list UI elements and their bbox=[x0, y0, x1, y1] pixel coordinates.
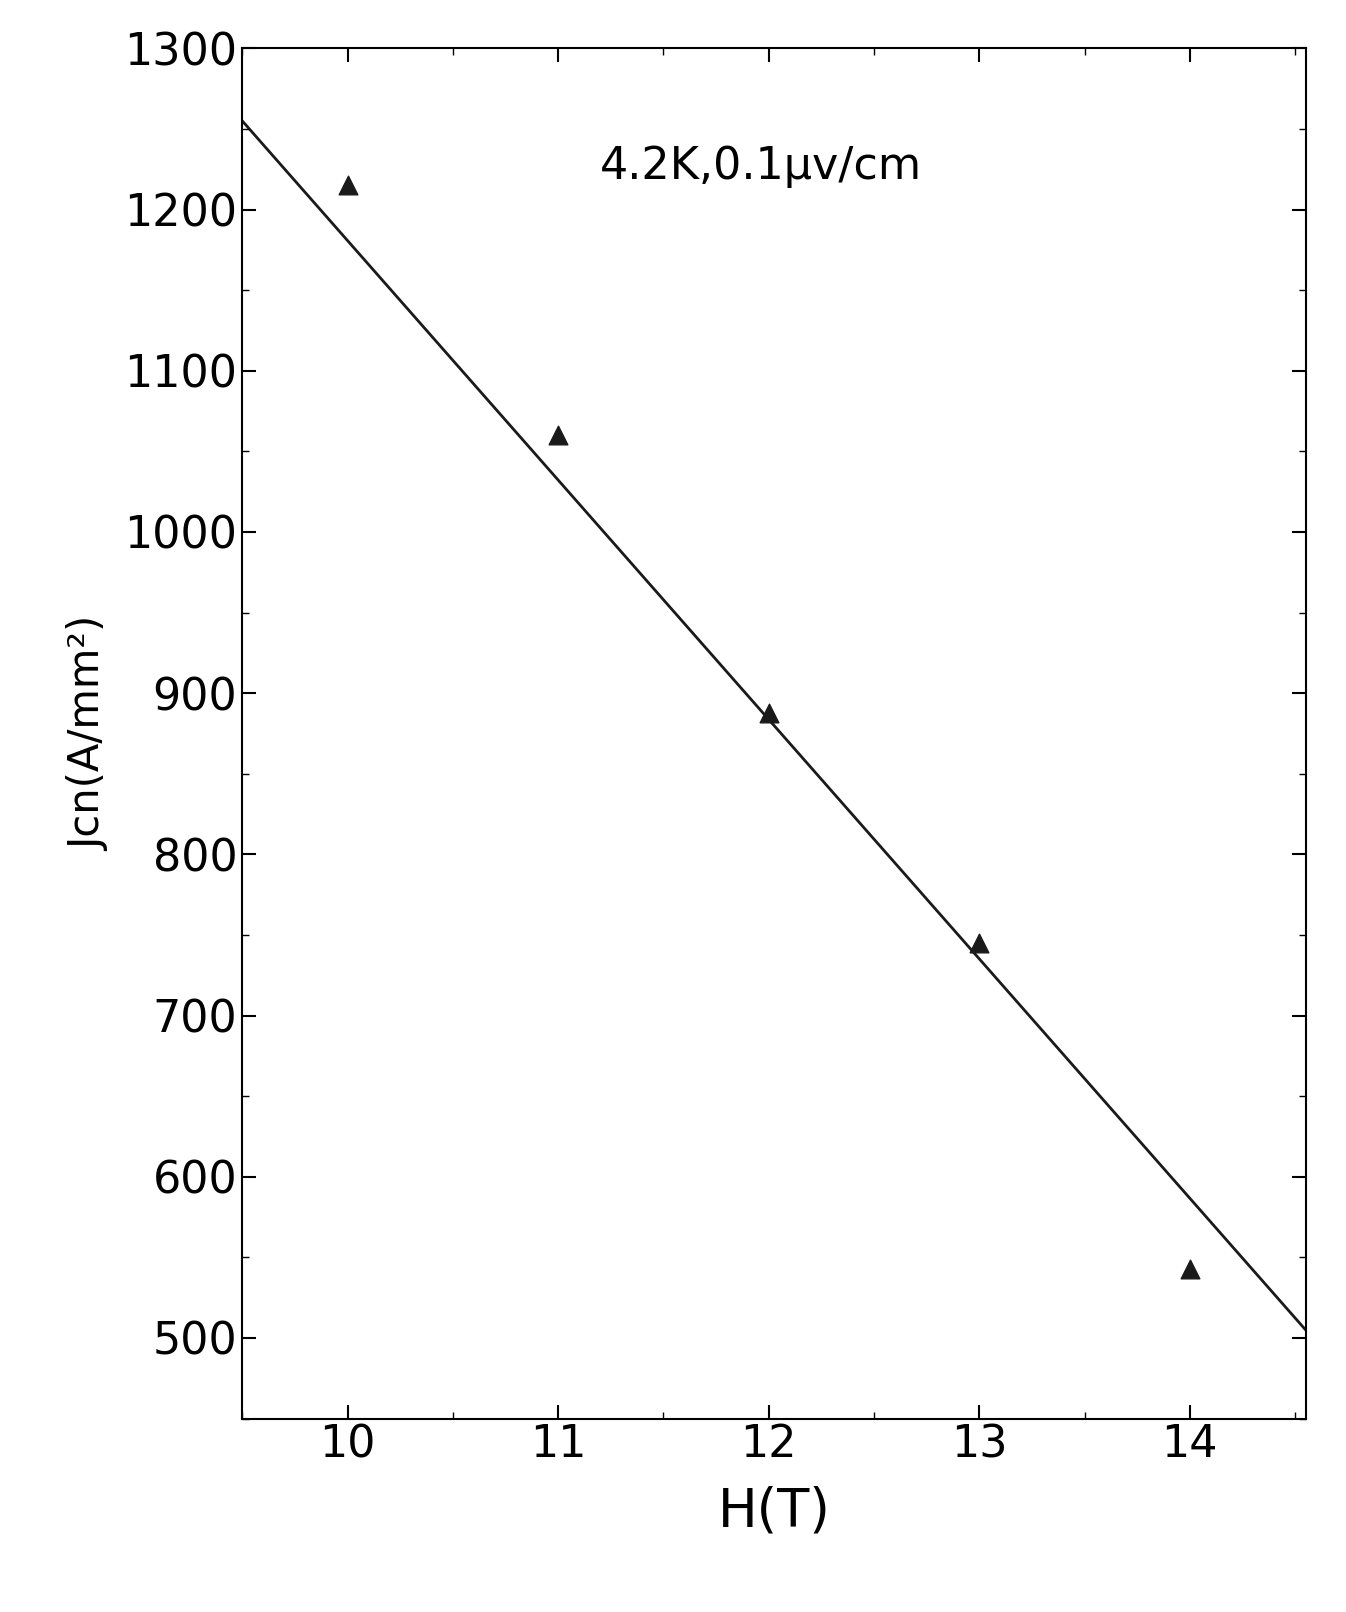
Point bbox=[336, 172, 358, 198]
Y-axis label: Jcn(A/mm²): Jcn(A/mm²) bbox=[69, 616, 110, 851]
Point bbox=[969, 930, 991, 956]
Point bbox=[548, 422, 569, 448]
Point bbox=[758, 700, 779, 725]
Point bbox=[1179, 1256, 1201, 1282]
X-axis label: H(T): H(T) bbox=[717, 1486, 830, 1538]
Text: 4.2K,0.1μv/cm: 4.2K,0.1μv/cm bbox=[600, 145, 922, 189]
